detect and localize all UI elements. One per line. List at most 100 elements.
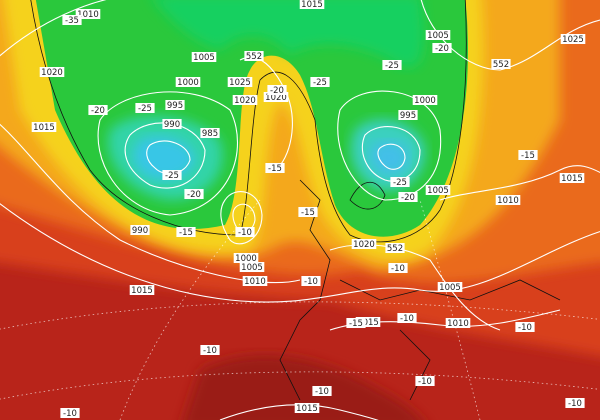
- isobar-label: 1005: [241, 263, 263, 273]
- temperature-label: -10: [391, 264, 405, 274]
- temperature-label: -10: [304, 277, 318, 287]
- temperature-label: -20: [270, 86, 284, 96]
- temperature-label: -10: [238, 228, 252, 238]
- temperature-label-box: [398, 192, 418, 202]
- isobar-label: 1005: [439, 283, 461, 293]
- isobar-label: 990: [132, 226, 148, 236]
- temperature-label: -10: [568, 399, 582, 409]
- isobar-label-box: [239, 262, 265, 272]
- isobar-label-box: [233, 253, 259, 263]
- isobar-label-box: [425, 185, 451, 195]
- isobar-label-box: [263, 92, 289, 102]
- isobar-label: 990: [164, 120, 180, 130]
- temperature-label-box: [346, 318, 366, 328]
- temperature-label-box: [62, 15, 82, 25]
- isobar-label-box: [491, 59, 511, 69]
- isobar-label: 1020: [41, 68, 63, 78]
- isobar-label: 1010: [497, 196, 519, 206]
- isobar-label-box: [129, 285, 155, 295]
- temperature-label-box: [60, 408, 80, 418]
- isobar-label: 1005: [193, 53, 215, 63]
- isobar-label-box: [200, 128, 220, 138]
- isobar-label-box: [299, 0, 325, 9]
- temperature-label-box: [390, 177, 410, 187]
- temperature-label: -35: [65, 16, 79, 26]
- isobar-label-box: [242, 276, 268, 286]
- isobar-label-box: [495, 195, 521, 205]
- temperature-label-box: [200, 345, 220, 355]
- isobar-label: 552: [387, 244, 403, 254]
- isobar-label-box: [31, 122, 57, 132]
- isobar-label-box: [559, 173, 585, 183]
- temperature-label: -10: [418, 377, 432, 387]
- temperature-label-box: [162, 170, 182, 180]
- isobar-label: 1000: [414, 96, 436, 106]
- isobar-label-box: [175, 77, 201, 87]
- temperature-label: -20: [187, 190, 201, 200]
- temperature-label-box: [176, 227, 196, 237]
- isobar-label: 1000: [177, 78, 199, 88]
- temperature-label: -15: [268, 164, 282, 174]
- temperature-label: -15: [349, 319, 363, 329]
- temperature-label-box: [397, 313, 417, 323]
- temperature-label-box: [184, 189, 204, 199]
- isobar-label-box: [355, 317, 381, 327]
- temperature-label: -15: [521, 151, 535, 161]
- isobar-label: 1015: [357, 318, 379, 328]
- temperature-label: -25: [313, 78, 327, 88]
- temperature-label: -15: [179, 228, 193, 238]
- temperature-label: -25: [393, 178, 407, 188]
- temperature-label: -10: [63, 409, 77, 419]
- map-labels: 1010101510251020100510009959909851025102…: [31, 0, 586, 419]
- temperature-label: -10: [203, 346, 217, 356]
- isobar-label: 1015: [296, 404, 318, 414]
- isobar-label: 1010: [447, 319, 469, 329]
- isobar-label: 1010: [244, 277, 266, 287]
- isobar-label: 552: [493, 60, 509, 70]
- temperature-label-box: [88, 105, 108, 115]
- temperature-label: -10: [518, 323, 532, 333]
- temperature-label: -10: [400, 314, 414, 324]
- isobar-label: 1020: [353, 240, 375, 250]
- isobar-label-box: [130, 225, 150, 235]
- isobar-label: 1025: [562, 35, 584, 45]
- temperature-label-box: [388, 263, 408, 273]
- temperature-label: -10: [315, 387, 329, 397]
- temperature-label: -20: [435, 44, 449, 54]
- temperature-label: -20: [401, 193, 415, 203]
- temperature-label-box: [312, 386, 332, 396]
- isobar-label-box: [39, 67, 65, 77]
- isobar-label: 1015: [33, 123, 55, 133]
- temperature-label-box: [298, 207, 318, 217]
- isobar-label: 1015: [131, 286, 153, 296]
- isobar-label: 985: [202, 129, 218, 139]
- temperature-label: -25: [385, 61, 399, 71]
- temperature-label-box: [135, 103, 155, 113]
- isobar-label: 552: [246, 52, 262, 62]
- isobar-label: 1020: [234, 96, 256, 106]
- temperature-label-box: [267, 85, 287, 95]
- temperature-label-box: [310, 77, 330, 87]
- isobar-label: 1000: [235, 254, 257, 264]
- temperature-label-box: [415, 376, 435, 386]
- isobar-label-box: [244, 51, 264, 61]
- coastlines: [30, 0, 561, 401]
- isobar-label-box: [437, 282, 463, 292]
- temperature-label: -25: [138, 104, 152, 114]
- temperature-label-box: [565, 398, 585, 408]
- isobar-label: 1025: [229, 78, 251, 88]
- isobar-label-box: [232, 95, 258, 105]
- isobar-label-box: [398, 110, 418, 120]
- temperature-label: -15: [301, 208, 315, 218]
- isobar-label: 1005: [427, 186, 449, 196]
- isobar-label-box: [445, 318, 471, 328]
- isobar-label: 1005: [427, 31, 449, 41]
- isobar-label-box: [560, 34, 586, 44]
- isobar-label-box: [191, 52, 217, 62]
- isobar-label-box: [294, 403, 320, 413]
- temperature-label: -25: [165, 171, 179, 181]
- isobar-label-box: [412, 95, 438, 105]
- graticule: [0, 199, 600, 420]
- isobar-label-box: [425, 30, 451, 40]
